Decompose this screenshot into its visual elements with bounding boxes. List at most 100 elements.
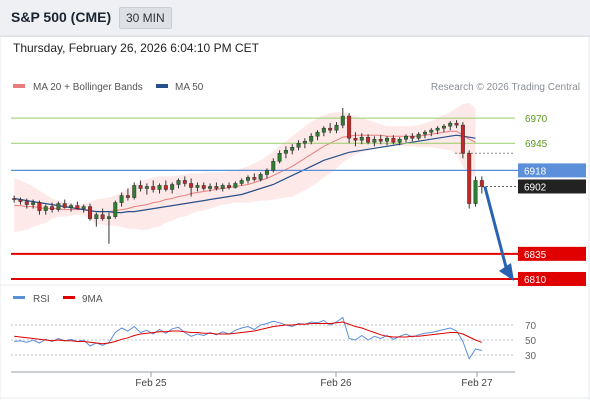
candle-body: [239, 180, 244, 184]
candle-body: [416, 133, 421, 139]
candle-body: [404, 135, 408, 140]
level-6810-tag: [518, 271, 586, 286]
candle-body: [214, 186, 219, 189]
candle-body: [94, 214, 99, 219]
candle-body: [100, 214, 105, 219]
level-6835-tag: [518, 246, 586, 261]
candle-body: [441, 125, 446, 129]
rsi-legend-swatch: [13, 296, 25, 299]
forecast-arrow: [483, 186, 514, 281]
candle-body: [334, 124, 339, 131]
forecast-arrow-shaft: [483, 186, 509, 272]
candle-body: [378, 138, 383, 142]
candle-body: [258, 174, 263, 180]
candle-body: [460, 124, 465, 154]
candle-body: [479, 180, 484, 187]
candle-body: [176, 180, 181, 185]
ma50-legend-label: MA 50: [175, 82, 204, 93]
candle-body: [340, 115, 345, 126]
candle-body: [366, 136, 371, 143]
candle-body: [252, 177, 257, 180]
level-6970-label: 6970: [525, 114, 548, 125]
timestamp: Thursday, February 26, 2026 6:04:10 PM C…: [13, 41, 259, 55]
candle-body: [56, 203, 61, 210]
level-6918-label: 6918: [524, 166, 547, 177]
candle-body: [385, 137, 390, 142]
level-6902-label: 6902: [524, 182, 547, 193]
candle-body: [75, 205, 80, 209]
level-6945-label: 6945: [525, 139, 548, 150]
candle-body: [264, 170, 269, 175]
rsi-tick-30: 30: [525, 351, 537, 362]
level-tags: 6970 6945 6918 6902 6835 6810: [518, 114, 586, 286]
candle-body: [88, 206, 92, 219]
rsi-legend-label: RSI: [33, 294, 50, 305]
candle-body: [359, 136, 364, 141]
timeframe-button[interactable]: 30 MIN: [119, 7, 172, 29]
candle-body: [321, 127, 326, 133]
rsi-panel: 70 50 30: [11, 316, 537, 362]
candle-body: [182, 180, 187, 184]
candle-body: [397, 138, 402, 143]
rsi-line: [14, 316, 482, 360]
instrument-title: S&P 500 (CME): [11, 9, 112, 25]
candle-body: [309, 135, 314, 142]
candle-body: [302, 140, 307, 144]
candle-body: [106, 216, 111, 219]
x-tick-label: Feb 25: [135, 378, 167, 389]
candle-body: [277, 153, 282, 162]
level-6810-label: 6810: [524, 275, 547, 286]
candle-body: [24, 201, 29, 205]
ma20-legend-swatch: [13, 84, 25, 88]
bollinger-band-fill: [14, 103, 476, 233]
candle-body: [246, 177, 250, 181]
level-6902-tag: [518, 179, 586, 194]
candle-body: [125, 195, 130, 198]
candle-body: [201, 185, 206, 189]
ma20-legend-label: MA 20 + Bollinger Bands: [33, 82, 143, 93]
candle-body: [473, 180, 478, 204]
candle-body: [227, 185, 232, 188]
candle-body: [467, 153, 472, 204]
candle-body: [119, 195, 124, 203]
level-6918-tag: [518, 163, 586, 178]
candle-body: [18, 199, 23, 202]
key-levels: [11, 117, 518, 280]
x-axis-ticks: Feb 25 Feb 26 Feb 27: [135, 372, 493, 389]
candle-body: [195, 185, 200, 188]
candle-body: [208, 186, 213, 189]
header-bar: S&P 500 (CME) 30 MIN: [0, 0, 590, 37]
candle-body: [448, 122, 453, 127]
candle-body: [69, 205, 74, 208]
candle-body: [233, 183, 238, 188]
candle-body: [189, 183, 194, 188]
candle-body: [290, 147, 295, 151]
ma50-legend-swatch: [156, 84, 168, 88]
rsi-ma-legend-swatch: [63, 296, 75, 299]
candle-body: [454, 122, 459, 126]
candle-body: [50, 206, 55, 210]
candle-body: [170, 184, 175, 190]
candle-body: [372, 138, 377, 143]
candle-body: [271, 161, 276, 171]
candle-body: [328, 127, 333, 131]
candle-body: [391, 137, 396, 143]
research-credit: Research © 2026 Trading Central: [431, 82, 580, 93]
candle-body: [151, 186, 156, 190]
candle-body: [422, 131, 427, 135]
x-tick-label: Feb 26: [320, 378, 352, 389]
candle-body: [435, 127, 440, 131]
candle-body: [62, 203, 67, 208]
candle-body: [12, 198, 17, 200]
candle-body: [220, 185, 225, 189]
rsi-ma-legend-label: 9MA: [82, 294, 103, 305]
candle-body: [296, 142, 301, 148]
candle-body: [31, 202, 36, 205]
rsi-tick-70: 70: [525, 321, 537, 332]
rsi-tick-50: 50: [525, 336, 537, 347]
level-6835-label: 6835: [524, 250, 547, 261]
candle-body: [315, 131, 320, 137]
candle-body: [410, 135, 415, 139]
candle-body: [132, 185, 137, 198]
